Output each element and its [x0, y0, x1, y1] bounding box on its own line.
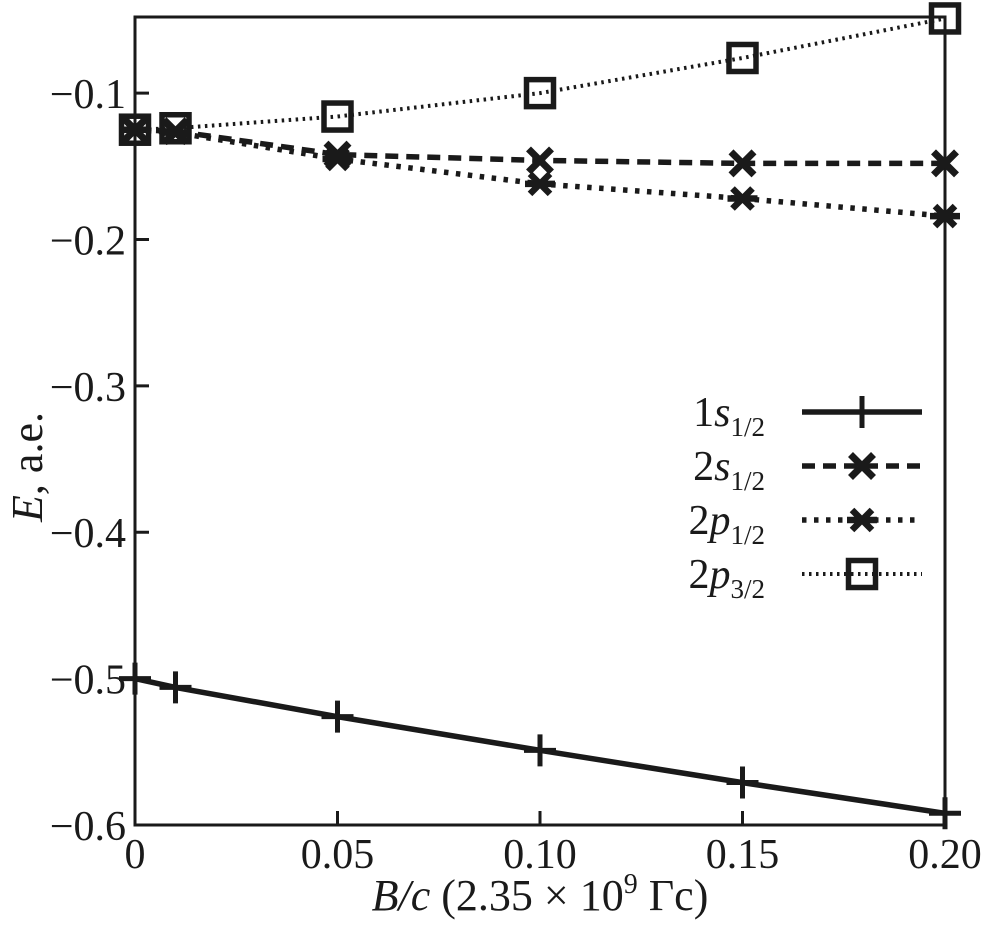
series-2p12 [120, 117, 960, 229]
series-2p12-marker [525, 171, 555, 197]
series-2p32-line [134, 16, 946, 132]
x-axis-title: B/c (2.35 × 109 Гс) [372, 869, 709, 920]
legend-label-2p32: 2p3/2 [688, 552, 765, 604]
series-1s12-marker [321, 700, 354, 733]
series-2p12-marker [930, 203, 960, 229]
y-tick-label: −0.4 [50, 511, 126, 557]
series-2s12-marker [728, 149, 757, 178]
series-2s12-marker [526, 146, 554, 175]
series-1s12-marker [524, 734, 556, 767]
series-1s12-marker [159, 671, 192, 704]
series-2p32-marker [523, 76, 557, 110]
series-1s12-marker [726, 766, 759, 799]
series-1s12-marker [119, 662, 151, 695]
legend-item-1s12: 1s1/2 [693, 390, 922, 442]
x-tick-label: 0.10 [503, 832, 577, 878]
legend-sample-marker-2p12 [847, 507, 877, 533]
y-tick-label: −0.3 [50, 365, 126, 411]
series-1s12-marker [929, 797, 961, 830]
series-2p12-marker [727, 186, 758, 211]
series-1s12 [119, 662, 961, 830]
x-tick-label: 0.15 [706, 832, 780, 878]
legend-sample-marker-2p32 [845, 557, 879, 591]
series-2p32-marker [928, 2, 962, 35]
legend-sample-marker-2s12 [848, 452, 876, 480]
y-tick-label: −0.6 [50, 804, 126, 850]
legend-item-2p12: 2p1/2 [688, 498, 922, 550]
series-2p32-marker [159, 111, 192, 145]
series-2p32-marker [321, 100, 354, 133]
series-2p32-marker [118, 113, 152, 146]
series-2p12-line [134, 126, 946, 219]
legend-label-2p12: 2p1/2 [688, 498, 765, 550]
legend-label-1s12: 1s1/2 [693, 390, 765, 442]
series-2p12-marker [120, 117, 150, 143]
y-axis-title: E, a.e. [3, 412, 52, 523]
y-axis: −0.1 −0.2 −0.3 −0.4 −0.5 −0.6 [50, 72, 149, 850]
series-2p32 [118, 2, 962, 146]
legend-item-2p32: 2p3/2 [688, 552, 922, 604]
series-2p12-marker [322, 146, 353, 172]
x-axis: 0 0.05 0.10 0.15 0.20 [125, 811, 981, 878]
series-2s12 [121, 115, 959, 178]
y-tick-label: −0.1 [50, 72, 126, 118]
x-tick-label: 0.05 [301, 832, 375, 878]
y-tick-label: −0.5 [50, 658, 126, 704]
series-2s12-marker [931, 149, 959, 178]
x-tick-label: 0 [125, 832, 146, 878]
legend-sample-marker-1s12 [846, 396, 878, 428]
legend-item-2s12: 2s1/2 [693, 444, 922, 496]
x-tick-label: 0.20 [908, 832, 981, 878]
y-tick-label: −0.2 [50, 218, 126, 264]
legend-label-2s12: 2s1/2 [693, 444, 765, 496]
series-2p32-marker [726, 41, 759, 75]
